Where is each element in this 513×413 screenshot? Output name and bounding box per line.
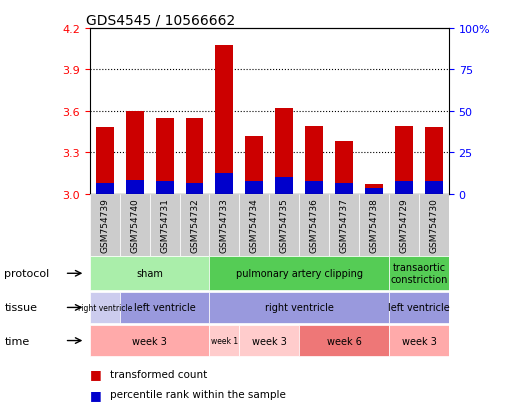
Text: GSM754731: GSM754731: [160, 198, 169, 252]
Bar: [389, 292, 449, 323]
Text: week 3: week 3: [132, 336, 167, 346]
Text: left ventricle: left ventricle: [388, 303, 450, 313]
Bar: [299, 194, 329, 256]
Text: sham: sham: [136, 268, 163, 279]
Bar: [305, 182, 323, 194]
Bar: [240, 325, 299, 356]
Bar: [305, 127, 323, 194]
Bar: [126, 180, 144, 194]
Text: GSM754734: GSM754734: [250, 198, 259, 252]
Text: ■: ■: [90, 388, 102, 401]
Text: GSM754732: GSM754732: [190, 198, 199, 252]
Bar: [335, 142, 353, 194]
Bar: [155, 119, 173, 194]
Bar: [389, 325, 449, 356]
Bar: [209, 292, 389, 323]
Bar: [275, 178, 293, 194]
Bar: [240, 194, 269, 256]
Text: GSM754736: GSM754736: [310, 198, 319, 252]
Bar: [419, 194, 449, 256]
Bar: [186, 119, 204, 194]
Bar: [425, 128, 443, 194]
Bar: [96, 128, 114, 194]
Bar: [209, 325, 240, 356]
Bar: [365, 189, 383, 194]
Text: GSM754740: GSM754740: [130, 198, 139, 252]
Bar: [359, 194, 389, 256]
Text: left ventricle: left ventricle: [134, 303, 195, 313]
Bar: [215, 45, 233, 194]
Bar: [209, 194, 240, 256]
Text: right ventricle: right ventricle: [77, 303, 132, 312]
Text: week 1: week 1: [211, 336, 238, 345]
Text: week 3: week 3: [252, 336, 287, 346]
Bar: [395, 127, 413, 194]
Bar: [90, 257, 209, 290]
Bar: [269, 194, 299, 256]
Text: tissue: tissue: [5, 303, 37, 313]
Text: week 3: week 3: [402, 336, 437, 346]
Text: GSM754729: GSM754729: [400, 198, 408, 252]
Text: GSM754737: GSM754737: [340, 198, 349, 252]
Text: GDS4545 / 10566662: GDS4545 / 10566662: [86, 14, 235, 28]
Bar: [120, 194, 150, 256]
Text: protocol: protocol: [5, 268, 50, 279]
Bar: [329, 194, 359, 256]
Bar: [155, 182, 173, 194]
Text: percentile rank within the sample: percentile rank within the sample: [110, 389, 286, 399]
Text: transaortic
constriction: transaortic constriction: [390, 263, 448, 285]
Bar: [299, 325, 389, 356]
Text: time: time: [5, 336, 30, 346]
Bar: [335, 183, 353, 194]
Text: right ventricle: right ventricle: [265, 303, 333, 313]
Bar: [389, 194, 419, 256]
Bar: [245, 136, 263, 194]
Bar: [150, 194, 180, 256]
Text: GSM754738: GSM754738: [369, 198, 379, 252]
Bar: [126, 112, 144, 194]
Text: GSM754735: GSM754735: [280, 198, 289, 252]
Bar: [209, 257, 389, 290]
Bar: [90, 292, 120, 323]
Bar: [425, 182, 443, 194]
Bar: [245, 182, 263, 194]
Bar: [180, 194, 209, 256]
Text: ■: ■: [90, 367, 102, 380]
Bar: [215, 173, 233, 194]
Text: pulmonary artery clipping: pulmonary artery clipping: [236, 268, 363, 279]
Bar: [120, 292, 209, 323]
Bar: [186, 183, 204, 194]
Bar: [389, 257, 449, 290]
Bar: [365, 185, 383, 194]
Bar: [96, 183, 114, 194]
Text: transformed count: transformed count: [110, 369, 208, 379]
Text: GSM754733: GSM754733: [220, 198, 229, 252]
Text: GSM754730: GSM754730: [429, 198, 439, 252]
Bar: [90, 325, 209, 356]
Bar: [395, 182, 413, 194]
Text: week 6: week 6: [327, 336, 362, 346]
Bar: [275, 109, 293, 194]
Text: GSM754739: GSM754739: [100, 198, 109, 252]
Bar: [90, 194, 120, 256]
